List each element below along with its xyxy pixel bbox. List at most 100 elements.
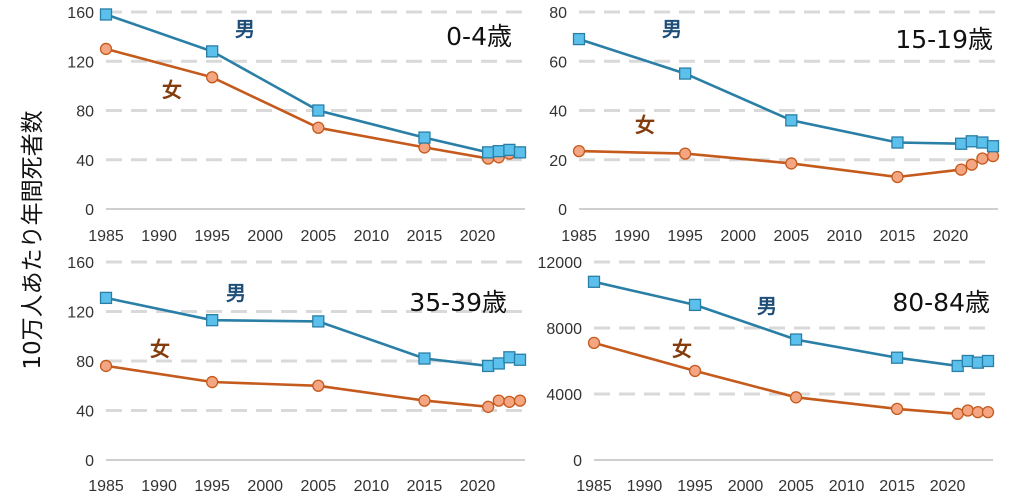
female-data-point [513, 394, 527, 407]
female-data-point [955, 163, 968, 176]
female-data-point [981, 405, 995, 419]
x-tick-label: 1985 [88, 228, 124, 245]
y-tick-label: 120 [67, 54, 94, 71]
chart-panel-1: 0 40 80 120 160 1985 1990 1995 2000 2005 2010 2015 2… [67, 5, 527, 245]
x-tick-label: 2005 [774, 228, 810, 245]
panel-age-label: 0-4歳 [446, 22, 512, 51]
male-data-point [482, 359, 495, 373]
male-data-point [206, 314, 219, 327]
y-tick-label: 40 [76, 153, 94, 170]
x-tick-label: 2015 [407, 228, 443, 245]
female-series-label: 女 [672, 337, 692, 361]
y-tick-label: 0 [85, 453, 94, 470]
y-tick-label: 40 [549, 104, 567, 121]
x-tick-label: 2015 [880, 228, 916, 245]
y-tick-label: 40 [76, 404, 94, 421]
x-tick-label: 1995 [194, 228, 230, 245]
male-data-point [513, 146, 527, 159]
male-data-point [503, 351, 516, 364]
x-tick-label: 1990 [141, 478, 177, 495]
female-data-point [688, 364, 702, 378]
y-tick-label: 0 [558, 202, 567, 219]
male-series-label: 男 [757, 294, 777, 318]
x-tick-label: 2020 [460, 478, 496, 495]
x-tick-label: 2000 [728, 478, 764, 495]
male-data-point [976, 136, 989, 149]
x-tick-label: 2020 [460, 228, 496, 245]
male-data-point [961, 354, 974, 368]
male-data-point [206, 45, 219, 58]
chart-panel-4: 0 4000 8000 12000 1985 1990 1995 2000 2005 2010 20… [538, 255, 995, 495]
male-data-point [312, 104, 325, 117]
x-tick-label: 1990 [141, 228, 177, 245]
male-data-point [99, 291, 113, 305]
female-series-label: 女 [150, 337, 170, 361]
panel-age-label: 15-19歳 [895, 25, 993, 54]
x-tick-label: 2000 [247, 478, 283, 495]
female-data-point [890, 402, 904, 416]
x-tick-label: 2005 [301, 478, 337, 495]
female-data-point [587, 336, 601, 350]
panel-age-label: 35-39歳 [409, 288, 507, 317]
male-data-point [951, 359, 964, 373]
x-tick-label: 2010 [354, 478, 390, 495]
female-data-point [961, 404, 974, 417]
male-series-label: 男 [662, 17, 682, 41]
female-data-point [206, 71, 219, 84]
y-tick-label: 20 [549, 153, 567, 170]
x-tick-label: 1995 [677, 478, 713, 495]
x-tick-label: 1995 [667, 228, 703, 245]
x-tick-label: 2010 [829, 478, 865, 495]
y-tick-label: 4000 [546, 387, 582, 404]
male-data-point [891, 136, 904, 149]
x-tick-label: 2020 [930, 478, 966, 495]
y-tick-label: 80 [76, 104, 94, 121]
y-axis-label: 10万人あたり年間死者数 [20, 110, 46, 369]
female-data-point [312, 379, 325, 392]
x-tick-label: 2010 [354, 228, 390, 245]
y-tick-label: 8000 [546, 321, 582, 338]
male-data-point [981, 354, 995, 368]
male-data-point [99, 8, 113, 21]
chart-panel-3: 0 40 80 120 160 1985 1990 1995 2000 2005 2010 2015 2… [67, 255, 527, 495]
chart-panel-2: 0 20 40 60 80 1985 1990 1995 2000 2005 2010 2015 202… [549, 5, 1000, 245]
female-data-point [785, 157, 798, 170]
male-data-point [971, 356, 985, 369]
male-data-point [789, 333, 803, 346]
y-tick-label: 160 [67, 255, 94, 272]
female-series-label: 女 [635, 113, 655, 137]
x-tick-label: 2010 [827, 228, 863, 245]
female-data-point [418, 394, 431, 407]
x-tick-label: 1985 [88, 478, 124, 495]
y-tick-label: 80 [549, 5, 567, 22]
female-data-point [482, 400, 495, 413]
x-tick-label: 1985 [576, 478, 612, 495]
male-data-point [679, 67, 692, 80]
male-data-point [688, 298, 702, 312]
x-tick-label: 1995 [194, 478, 230, 495]
y-tick-label: 160 [67, 5, 94, 22]
female-data-point [679, 147, 692, 160]
y-tick-label: 0 [573, 453, 582, 470]
female-data-point [572, 144, 586, 158]
x-tick-label: 2005 [301, 228, 337, 245]
female-data-point [976, 152, 989, 165]
male-data-point [986, 140, 1000, 153]
female-data-point [312, 121, 325, 134]
female-data-point [99, 42, 113, 56]
x-tick-label: 2005 [778, 478, 814, 495]
male-series-label: 男 [235, 17, 255, 41]
y-tick-label: 0 [85, 202, 94, 219]
male-data-point [418, 352, 431, 365]
female-data-point [971, 405, 985, 419]
x-tick-label: 2015 [407, 478, 443, 495]
male-data-point [418, 131, 431, 144]
female-series-line [593, 341, 988, 416]
x-tick-label: 2020 [933, 228, 969, 245]
female-data-point [965, 158, 978, 171]
female-data-point [789, 391, 803, 404]
y-tick-label: 80 [76, 354, 94, 371]
female-data-point [206, 375, 219, 389]
x-tick-label: 1990 [614, 228, 650, 245]
